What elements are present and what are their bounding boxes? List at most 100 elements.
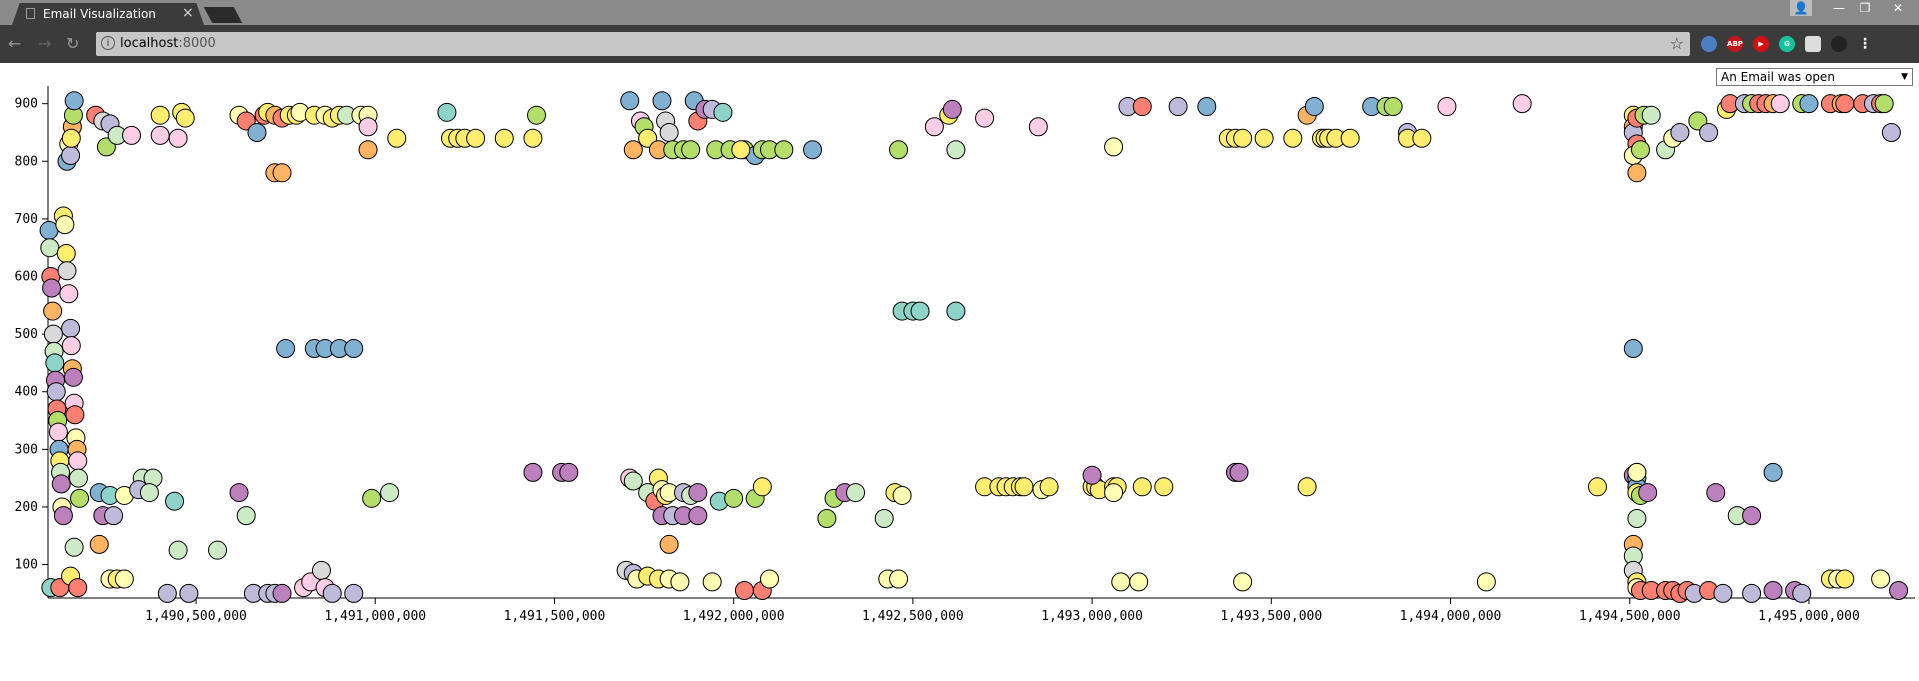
data-point[interactable] [68, 578, 88, 598]
data-point[interactable] [1627, 462, 1647, 482]
forward-icon[interactable]: → [38, 34, 52, 53]
data-point[interactable] [322, 583, 342, 603]
data-point[interactable] [1881, 122, 1901, 142]
data-point[interactable] [1082, 465, 1102, 485]
data-point[interactable] [57, 261, 77, 281]
data-point[interactable] [387, 128, 407, 148]
data-point[interactable] [1028, 117, 1048, 137]
data-point[interactable] [924, 117, 944, 137]
bookmark-star-icon[interactable]: ☆ [1669, 34, 1684, 53]
extension-icon-3[interactable]: ▶ [1753, 36, 1769, 52]
data-point[interactable] [168, 128, 188, 148]
data-point[interactable] [64, 91, 84, 111]
data-point[interactable] [1713, 583, 1733, 603]
data-point[interactable] [620, 91, 640, 111]
data-point[interactable] [1792, 583, 1812, 603]
data-point[interactable] [889, 140, 909, 160]
data-point[interactable] [1132, 97, 1152, 117]
new-tab-button[interactable] [203, 7, 243, 23]
extension-icon-1[interactable] [1701, 36, 1717, 52]
data-point[interactable] [61, 146, 81, 166]
data-point[interactable] [681, 140, 701, 160]
data-point[interactable] [559, 462, 579, 482]
data-point[interactable] [1638, 483, 1658, 503]
data-point[interactable] [55, 215, 75, 235]
data-point[interactable] [247, 122, 267, 142]
data-point[interactable] [652, 91, 672, 111]
data-point[interactable] [46, 382, 66, 402]
data-point[interactable] [1627, 163, 1647, 183]
data-point[interactable] [40, 238, 60, 258]
data-point[interactable] [122, 125, 142, 145]
data-point[interactable] [1889, 581, 1909, 601]
data-point[interactable] [1383, 97, 1403, 117]
address-bar[interactable]: i localhost:8000 ☆ [96, 32, 1690, 56]
extension-icon-6[interactable] [1831, 36, 1847, 52]
data-point[interactable] [846, 483, 866, 503]
data-point[interactable] [1706, 483, 1726, 503]
data-point[interactable] [150, 125, 170, 145]
data-point[interactable] [358, 140, 378, 160]
data-point[interactable] [1197, 97, 1217, 117]
data-point[interactable] [64, 537, 84, 557]
data-point[interactable] [1132, 477, 1152, 497]
data-point[interactable] [527, 105, 547, 125]
data-point[interactable] [1233, 128, 1253, 148]
data-point[interactable] [688, 483, 708, 503]
data-point[interactable] [1623, 339, 1643, 359]
data-point[interactable] [975, 108, 995, 128]
data-point[interactable] [1742, 583, 1762, 603]
data-point[interactable] [165, 491, 185, 511]
data-point[interactable] [61, 318, 81, 338]
data-point[interactable] [43, 324, 63, 344]
data-point[interactable] [1168, 97, 1188, 117]
data-point[interactable] [774, 140, 794, 160]
data-point[interactable] [942, 99, 962, 119]
data-point[interactable] [1770, 94, 1790, 114]
data-point[interactable] [1340, 128, 1360, 148]
data-point[interactable] [1233, 572, 1253, 592]
data-point[interactable] [874, 508, 894, 528]
data-point[interactable] [437, 102, 457, 122]
data-point[interactable] [1641, 105, 1661, 125]
back-icon[interactable]: ← [8, 34, 22, 53]
data-point[interactable] [48, 422, 68, 442]
data-point[interactable] [175, 108, 195, 128]
data-point[interactable] [731, 140, 751, 160]
data-point[interactable] [272, 163, 292, 183]
adblock-icon[interactable]: ABP [1727, 36, 1743, 52]
data-point[interactable] [56, 243, 76, 263]
data-point[interactable] [1014, 477, 1034, 497]
data-point[interactable] [1412, 128, 1432, 148]
data-point[interactable] [65, 405, 85, 425]
data-point[interactable] [659, 534, 679, 554]
data-point[interactable] [362, 488, 382, 508]
data-point[interactable] [1874, 94, 1894, 114]
data-point[interactable] [1799, 94, 1819, 114]
data-point[interactable] [43, 301, 63, 321]
data-point[interactable] [659, 122, 679, 142]
data-point[interactable] [344, 339, 364, 359]
data-point[interactable] [89, 534, 109, 554]
data-point[interactable] [734, 581, 754, 601]
data-point[interactable] [817, 508, 837, 528]
data-point[interactable] [670, 572, 690, 592]
data-point[interactable] [892, 485, 912, 505]
data-point[interactable] [1039, 477, 1059, 497]
data-point[interactable] [1304, 97, 1324, 117]
data-point[interactable] [1763, 581, 1783, 601]
data-point[interactable] [523, 462, 543, 482]
data-point[interactable] [1104, 137, 1124, 157]
data-point[interactable] [229, 483, 249, 503]
data-point[interactable] [760, 569, 780, 589]
close-window-icon[interactable]: ✕ [1892, 1, 1904, 15]
data-point[interactable] [70, 488, 90, 508]
data-point[interactable] [713, 102, 733, 122]
data-point[interactable] [1129, 572, 1149, 592]
data-point[interactable] [272, 583, 292, 603]
data-point[interactable] [236, 506, 256, 526]
data-point[interactable] [358, 117, 378, 137]
data-point[interactable] [208, 540, 228, 560]
data-point[interactable] [946, 301, 966, 321]
data-point[interactable] [1630, 140, 1650, 160]
